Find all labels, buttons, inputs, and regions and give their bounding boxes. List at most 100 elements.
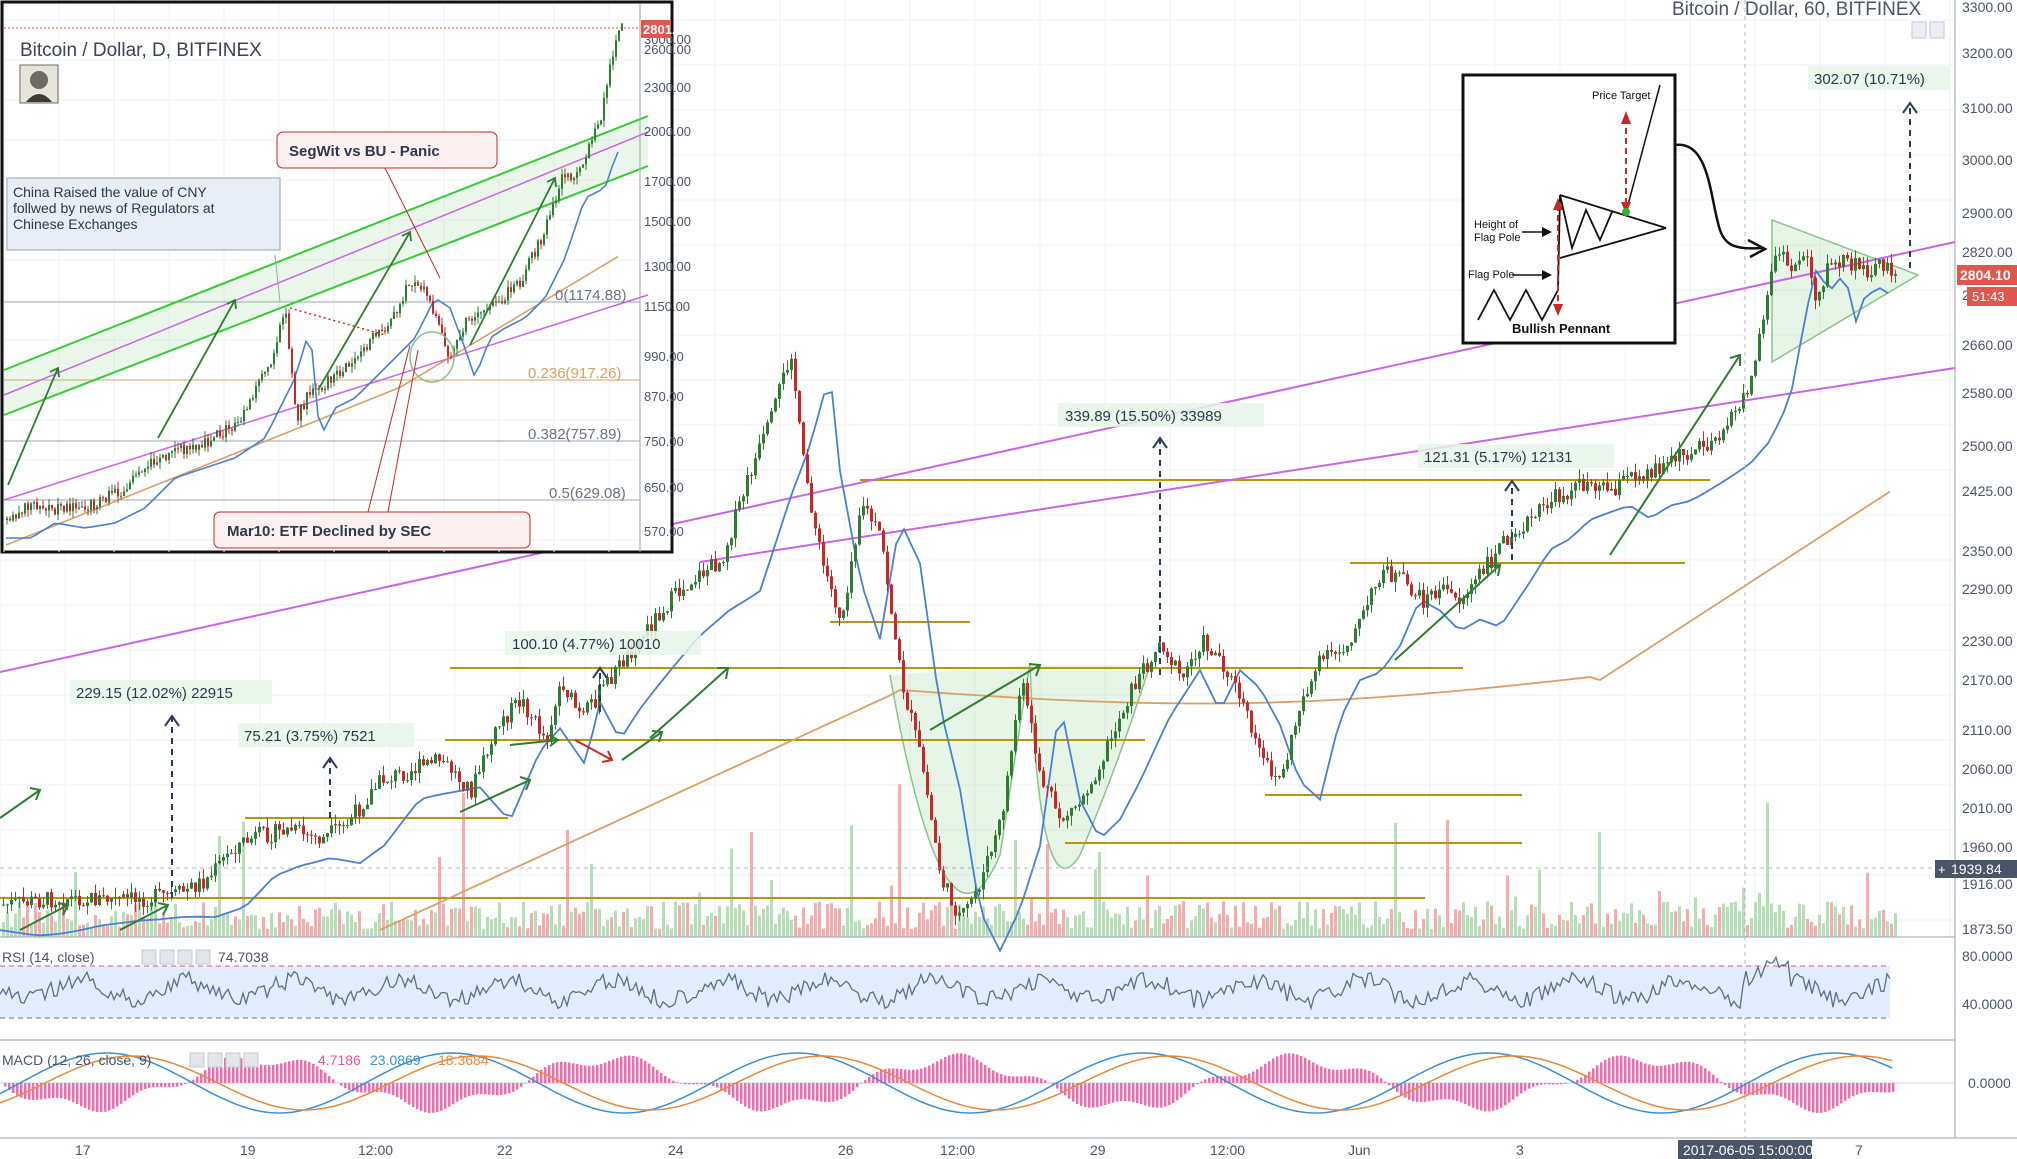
macd-hist-bar: [788, 1083, 791, 1102]
candle-body: [978, 889, 981, 892]
candle-body: [1430, 590, 1433, 595]
price-tick-label: 2500.00: [1962, 438, 2013, 454]
bar-countdown: 51:43: [1972, 289, 2005, 304]
volume-bar: [910, 928, 913, 937]
volume-bar: [638, 917, 641, 937]
macd-hist-bar: [1140, 1083, 1143, 1105]
macd-hist-bar: [432, 1083, 435, 1113]
candle-body: [738, 501, 741, 510]
volume-bar: [1546, 927, 1549, 937]
measure-label-6: 302.07 (10.71%): [1814, 71, 1925, 88]
inset-candle-body: [21, 512, 23, 514]
volume-bar: [274, 927, 277, 937]
macd-hist-bar: [1348, 1068, 1351, 1083]
volume-bar: [1422, 919, 1425, 937]
main-settings-button[interactable]: [1911, 21, 1927, 39]
inset-candle-body: [273, 353, 275, 365]
candle-body: [490, 744, 493, 755]
inset-price-tick-label: 750.00: [644, 434, 684, 449]
macd-controls[interactable]: [189, 1052, 259, 1068]
inset-candle-body: [189, 446, 191, 450]
candle-body: [342, 825, 345, 827]
candle-body: [1262, 747, 1265, 759]
inset-candle-body: [414, 282, 416, 287]
crosshair-plus: +: [1938, 862, 1946, 877]
macd-hist-bar: [1528, 1083, 1531, 1089]
inset-candle-body: [561, 174, 563, 189]
candle-body: [862, 505, 865, 516]
macd-hist-bar: [884, 1069, 887, 1083]
volume-bar: [1338, 905, 1341, 937]
candle-body: [1014, 720, 1017, 752]
candle-body: [30, 896, 33, 906]
macd-hist-bar: [504, 1083, 507, 1095]
macd-hist-bar: [888, 1068, 891, 1083]
volume-bar: [1014, 839, 1017, 937]
candle-body: [986, 855, 989, 873]
volume-bar: [526, 928, 529, 937]
inset-candle-body: [438, 315, 440, 325]
macd-hist-bar: [1360, 1068, 1363, 1083]
inset-candle-body: [327, 376, 329, 389]
inset-candle-body: [489, 305, 491, 311]
macd-hist-bar: [1124, 1083, 1127, 1102]
volume-bar: [786, 910, 789, 937]
inset-candle-body: [540, 240, 542, 245]
macd-hist-bar: [960, 1053, 963, 1083]
main-maximize-button[interactable]: [1929, 21, 1945, 39]
volume-bar: [206, 925, 209, 937]
candle-body: [1466, 594, 1469, 599]
volume-bar: [1834, 906, 1837, 937]
macd-hist-bar: [608, 1061, 611, 1083]
volume-bar: [510, 916, 513, 937]
volume-bar: [358, 911, 361, 937]
volume-bar: [566, 830, 569, 937]
macd-hist-bar: [136, 1083, 139, 1093]
macd-hist-bar: [1072, 1083, 1075, 1102]
candle-body: [1562, 495, 1565, 503]
inset-candle-body: [243, 409, 245, 422]
candle-body: [778, 384, 781, 399]
candle-body: [1558, 489, 1561, 503]
macd-hist-bar: [292, 1060, 295, 1083]
volume-bar: [746, 925, 749, 937]
volume-bar: [1322, 909, 1325, 937]
volume-bar: [1698, 918, 1701, 937]
candle-body: [1118, 718, 1121, 732]
macd-hist-bar: [424, 1083, 427, 1113]
macd-hist-bar: [384, 1083, 387, 1093]
volume-bar: [1466, 915, 1469, 937]
volume-bar: [218, 836, 221, 937]
macd-hist-bar: [92, 1083, 95, 1112]
candle-body: [1814, 277, 1817, 301]
candle-body: [534, 716, 537, 718]
macd-hist-bar: [968, 1055, 971, 1083]
macd-hist-bar: [492, 1083, 495, 1095]
macd-hist-bar: [1176, 1083, 1179, 1101]
inset-candle-body: [369, 339, 371, 350]
macd-hist-bar: [412, 1083, 415, 1108]
macd-hist-bar: [1296, 1054, 1299, 1083]
candle-body: [970, 898, 973, 904]
measure-label-2: 75.21 (3.75%) 7521: [244, 728, 376, 745]
candle-body: [1506, 536, 1509, 545]
volume-bar: [906, 907, 909, 937]
candle-body: [1114, 731, 1117, 739]
volume-bar: [1682, 921, 1685, 937]
macd-hist-bar: [1368, 1070, 1371, 1083]
macd-hist-bar: [1096, 1083, 1099, 1108]
macd-hist-bar: [1044, 1080, 1047, 1083]
macd-hist-bar: [184, 1083, 187, 1085]
rsi-controls[interactable]: [141, 949, 211, 965]
inset-candle-body: [393, 311, 395, 319]
time-tick-label: 24: [668, 1142, 684, 1158]
macd-hist-bar: [1624, 1056, 1627, 1083]
inset-candle-body: [456, 339, 458, 349]
candle-body: [670, 591, 673, 612]
volume-bar: [1002, 910, 1005, 937]
volume-bar: [670, 928, 673, 937]
volume-bar: [1570, 902, 1573, 937]
volume-bar: [1590, 903, 1593, 937]
macd-hist-bar: [1860, 1083, 1863, 1094]
volume-bar: [174, 903, 177, 937]
